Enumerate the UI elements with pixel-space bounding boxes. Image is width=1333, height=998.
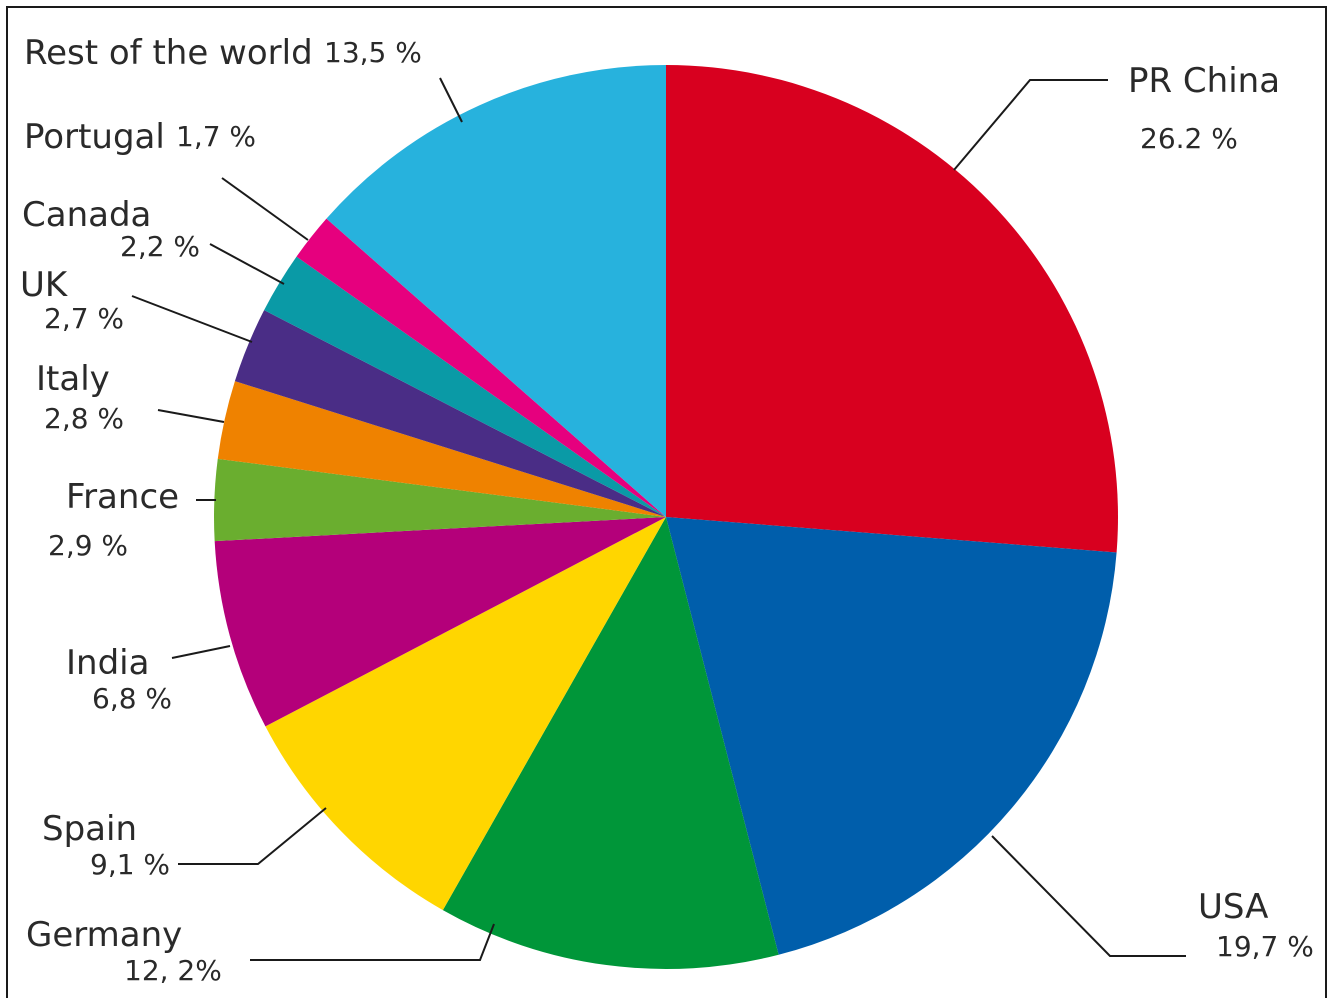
pie-slice-spain xyxy=(265,517,666,911)
label-name-uk: UK xyxy=(20,265,69,305)
pie-slice-france xyxy=(214,458,666,542)
label-value-portugal: 1,7 % xyxy=(176,120,256,153)
pie-slice-portugal xyxy=(296,218,666,517)
label-name-portugal: Portugal xyxy=(24,117,165,157)
label-value-rest-of-world: 13,5 % xyxy=(324,36,422,69)
leader-line-portugal xyxy=(221,177,309,241)
label-name-rest-of-world: Rest of the world xyxy=(24,33,313,73)
label-value-uk: 2,7 % xyxy=(44,302,124,335)
label-name-spain: Spain xyxy=(42,809,137,849)
label-name-canada: Canada xyxy=(22,195,151,235)
label-value-germany: 12, 2% xyxy=(124,954,222,987)
label-value-india: 6,8 % xyxy=(92,682,172,715)
pie-slices xyxy=(214,64,1118,969)
pie-slice-pr-china xyxy=(666,65,1118,553)
leader-line-germany xyxy=(250,923,495,961)
leader-line-rest-of-world xyxy=(439,77,463,123)
pie-slice-rest-of-the-world xyxy=(326,64,666,518)
label-value-spain: 9,1 % xyxy=(90,848,170,881)
label-name-italy: Italy xyxy=(36,359,110,399)
pie-slice-italy xyxy=(217,381,666,517)
label-name-india: India xyxy=(66,643,149,683)
leader-line-canada xyxy=(209,243,285,285)
leader-line-uk xyxy=(131,295,253,343)
pie-slice-india xyxy=(214,517,666,727)
label-value-france: 2,9 % xyxy=(48,529,128,562)
pie-slice-germany xyxy=(442,517,779,969)
pie-slice-usa xyxy=(666,517,1117,955)
label-value-italy: 2,8 % xyxy=(44,402,124,435)
pie-slice-canada xyxy=(264,256,666,517)
pie-slice-uk xyxy=(234,310,666,517)
label-name-usa: USA xyxy=(1198,887,1268,927)
label-value-pr-china: 26.2 % xyxy=(1140,122,1238,155)
label-value-usa: 19,7 % xyxy=(1216,930,1314,963)
leader-line-spain xyxy=(178,807,327,865)
leader-lines xyxy=(131,77,1186,961)
label-value-canada: 2,2 % xyxy=(120,230,200,263)
label-name-germany: Germany xyxy=(26,915,182,955)
leader-line-pr-china xyxy=(953,79,1108,171)
leader-line-india xyxy=(171,645,231,659)
leader-line-usa xyxy=(991,835,1186,957)
leader-line-italy xyxy=(157,409,225,423)
label-name-france: France xyxy=(66,477,179,517)
label-name-pr-china: PR China xyxy=(1128,61,1280,101)
